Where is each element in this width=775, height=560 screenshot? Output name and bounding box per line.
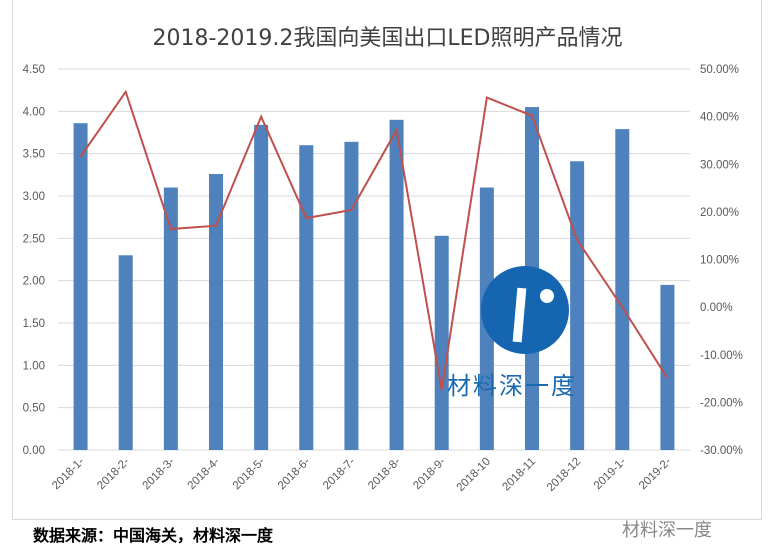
right-tick-label: 10.00% xyxy=(700,255,739,267)
left-tick-label: 0.50 xyxy=(23,403,45,415)
line-point xyxy=(396,129,398,131)
left-tick-label: 3.50 xyxy=(23,149,45,161)
x-tick-label: 2018-1- xyxy=(50,456,87,493)
watermark-logo-dot-icon xyxy=(540,289,554,303)
right-tick-label: 50.00% xyxy=(700,64,739,76)
watermark-center: 材料深一度 xyxy=(447,372,577,400)
watermark-logo-mark-icon xyxy=(512,287,527,343)
bar xyxy=(615,129,630,450)
bar xyxy=(660,284,675,450)
bar xyxy=(570,161,585,450)
bar xyxy=(254,124,269,450)
right-tick-label: 40.00% xyxy=(700,112,739,124)
x-tick-label: 2019-1- xyxy=(592,456,629,493)
x-tick-label: 2018-10 xyxy=(455,456,493,494)
data-source: 数据来源：中国海关，材料深一度 xyxy=(33,526,274,545)
x-tick-label: 2018-4- xyxy=(186,456,223,493)
bar xyxy=(209,173,223,450)
bar xyxy=(73,123,88,450)
line-point xyxy=(576,239,578,241)
bar xyxy=(344,141,359,450)
line-point xyxy=(621,306,623,308)
line-point xyxy=(170,228,172,230)
left-tick-label: 3.00 xyxy=(23,191,45,203)
right-tick-label: 0.00% xyxy=(700,302,733,314)
x-tick-label: 2018-2- xyxy=(95,456,132,493)
right-tick-label: -20.00% xyxy=(700,397,743,409)
line-point xyxy=(486,97,488,99)
chart-title: 2018-2019.2我国向美国出口LED照明产品情况 xyxy=(152,26,623,51)
left-tick-label: 1.50 xyxy=(23,318,45,330)
line-point xyxy=(260,116,262,118)
bar xyxy=(163,187,178,451)
x-tick-label: 2018-5- xyxy=(231,456,268,493)
line-point xyxy=(350,209,352,211)
line-point xyxy=(305,217,307,219)
line-point xyxy=(215,225,217,227)
watermark-logo-icon xyxy=(481,266,569,354)
bar xyxy=(434,235,449,450)
x-tick-label: 2018-9- xyxy=(411,456,448,493)
left-tick-label: 0.00 xyxy=(23,445,45,457)
right-tick-label: -30.00% xyxy=(700,445,743,457)
left-tick-label: 1.00 xyxy=(23,360,45,372)
line-point xyxy=(666,377,668,379)
left-tick-label: 2.00 xyxy=(23,276,45,288)
line-point xyxy=(80,156,82,158)
watermark-corner: 材料深一度 xyxy=(622,520,712,541)
line-point xyxy=(441,389,443,391)
x-tick-label: 2019-2- xyxy=(637,456,674,493)
x-tick-label: 2018-7- xyxy=(321,456,358,493)
left-tick-label: 2.50 xyxy=(23,233,45,245)
bar xyxy=(389,119,404,451)
x-tick-label: 2018-6- xyxy=(276,456,313,493)
bar xyxy=(118,255,133,450)
right-tick-label: -10.00% xyxy=(700,350,743,362)
right-tick-label: 20.00% xyxy=(700,207,739,219)
chart-frame xyxy=(12,0,762,520)
right-tick-label: 30.00% xyxy=(700,159,739,171)
line-point xyxy=(531,115,533,117)
left-tick-label: 4.00 xyxy=(23,106,45,118)
x-tick-label: 2018-11 xyxy=(500,456,538,494)
left-tick-label: 4.50 xyxy=(23,64,45,76)
x-tick-label: 2018-12 xyxy=(545,456,583,494)
x-tick-label: 2018-3- xyxy=(140,456,177,493)
bar xyxy=(299,145,314,450)
line-point xyxy=(125,91,127,93)
line-series xyxy=(79,89,669,391)
x-tick-label: 2018-8- xyxy=(366,456,403,493)
